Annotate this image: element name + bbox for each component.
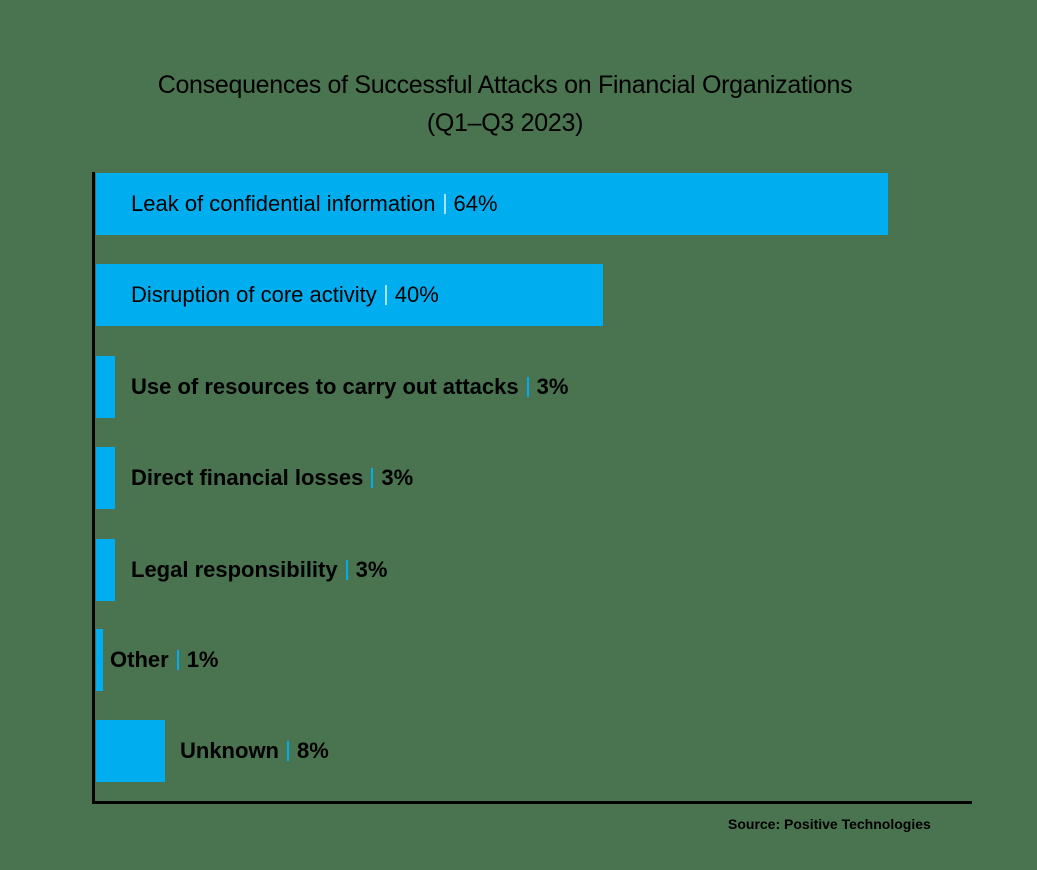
value-label: 40% bbox=[394, 282, 439, 307]
separator bbox=[176, 650, 179, 670]
separator bbox=[287, 741, 289, 761]
bar-disruption-core bbox=[96, 264, 603, 326]
bar-label: Disruption of core activity 40% bbox=[131, 264, 439, 326]
category-label: Other bbox=[110, 647, 169, 672]
source-note: Source: Positive Technologies bbox=[728, 816, 931, 832]
category-label: Unknown bbox=[180, 738, 279, 763]
bar-label: Legal responsibility 3% bbox=[131, 539, 387, 601]
bar-label: Direct financial losses 3% bbox=[131, 447, 413, 509]
bar-legal-responsibility bbox=[96, 539, 115, 601]
bar-label: Leak of confidential information 64% bbox=[131, 173, 498, 235]
chart-title: Consequences of Successful Attacks on Fi… bbox=[0, 66, 1010, 142]
separator bbox=[371, 468, 374, 488]
bar-leak-confidential bbox=[96, 173, 888, 235]
value-label: 8% bbox=[297, 738, 329, 763]
bar-label: Other 1% bbox=[110, 629, 218, 691]
bar-use-resources bbox=[96, 356, 115, 418]
bar-label: Unknown 8% bbox=[180, 720, 329, 782]
category-label: Legal responsibility bbox=[131, 557, 338, 582]
value-label: 3% bbox=[536, 374, 569, 399]
chart-title-line1: Consequences of Successful Attacks on Fi… bbox=[157, 71, 853, 99]
bar-direct-financial bbox=[96, 447, 115, 509]
bar-label: Use of resources to carry out attacks 3% bbox=[131, 356, 568, 418]
category-label: Leak of confidential information bbox=[131, 191, 436, 216]
separator bbox=[384, 285, 387, 305]
bar-other bbox=[96, 629, 103, 691]
separator bbox=[443, 194, 446, 214]
category-label: Use of resources to carry out attacks bbox=[131, 374, 519, 399]
value-label: 1% bbox=[186, 647, 219, 672]
bar-unknown bbox=[96, 720, 165, 782]
value-label: 3% bbox=[381, 465, 414, 490]
y-axis bbox=[92, 172, 95, 804]
separator bbox=[345, 560, 348, 580]
value-label: 3% bbox=[355, 557, 388, 582]
category-label: Disruption of core activity bbox=[131, 282, 377, 307]
separator bbox=[526, 377, 529, 397]
category-label: Direct financial losses bbox=[131, 465, 364, 490]
value-label: 64% bbox=[453, 191, 498, 216]
chart-title-line2: (Q1–Q3 2023) bbox=[426, 109, 584, 137]
x-axis bbox=[92, 801, 972, 804]
